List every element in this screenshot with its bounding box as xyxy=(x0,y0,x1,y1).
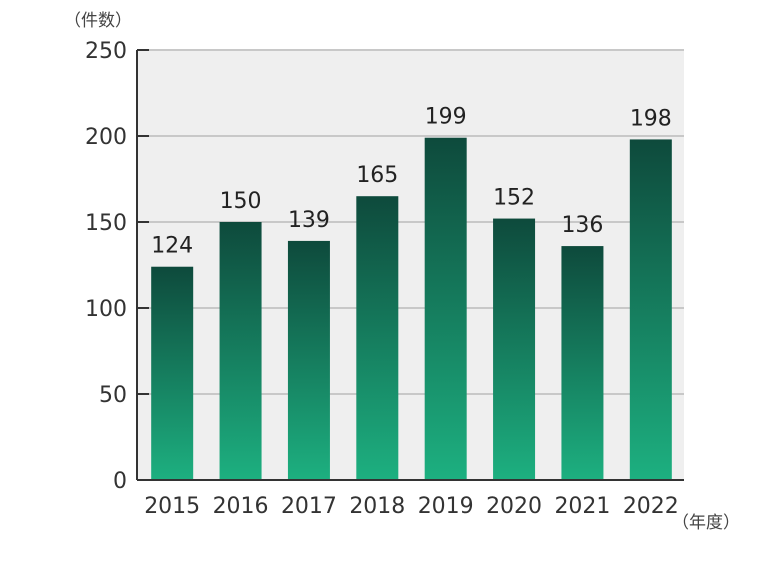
x-tick-label-2022: 2022 xyxy=(623,494,679,519)
bar-2021 xyxy=(561,246,604,480)
data-label-2020: 152 xyxy=(493,186,535,211)
bar-2017 xyxy=(287,240,330,480)
data-label-2017: 139 xyxy=(288,208,330,233)
y-tick-label: 150 xyxy=(85,211,127,236)
data-label-2018: 165 xyxy=(356,163,398,188)
x-tick-label-2020: 2020 xyxy=(486,494,542,519)
x-tick-label-2017: 2017 xyxy=(281,494,337,519)
y-tick-label: 0 xyxy=(113,469,127,494)
data-label-2016: 150 xyxy=(220,189,262,214)
data-label-2021: 136 xyxy=(561,213,603,238)
y-tick-label: 50 xyxy=(99,383,127,408)
bar-2019 xyxy=(424,137,467,480)
bar-2018 xyxy=(356,196,399,480)
bar-2015 xyxy=(151,266,194,480)
x-tick-label-2021: 2021 xyxy=(554,494,610,519)
data-label-2019: 199 xyxy=(425,105,467,130)
y-tick-label: 200 xyxy=(85,125,127,150)
bar-2020 xyxy=(493,218,536,480)
bar-2022 xyxy=(629,139,672,480)
x-tick-label-2015: 2015 xyxy=(144,494,200,519)
x-tick-label-2018: 2018 xyxy=(349,494,405,519)
y-tick-label: 250 xyxy=(85,39,127,64)
y-axis-label: （件数） xyxy=(64,11,132,31)
data-label-2015: 124 xyxy=(151,234,193,259)
x-tick-label-2019: 2019 xyxy=(418,494,474,519)
x-tick-label-2016: 2016 xyxy=(213,494,269,519)
y-tick-label: 100 xyxy=(85,297,127,322)
bar-2016 xyxy=(219,222,262,480)
data-label-2022: 198 xyxy=(630,106,672,131)
x-axis-label: （年度） xyxy=(672,513,740,533)
